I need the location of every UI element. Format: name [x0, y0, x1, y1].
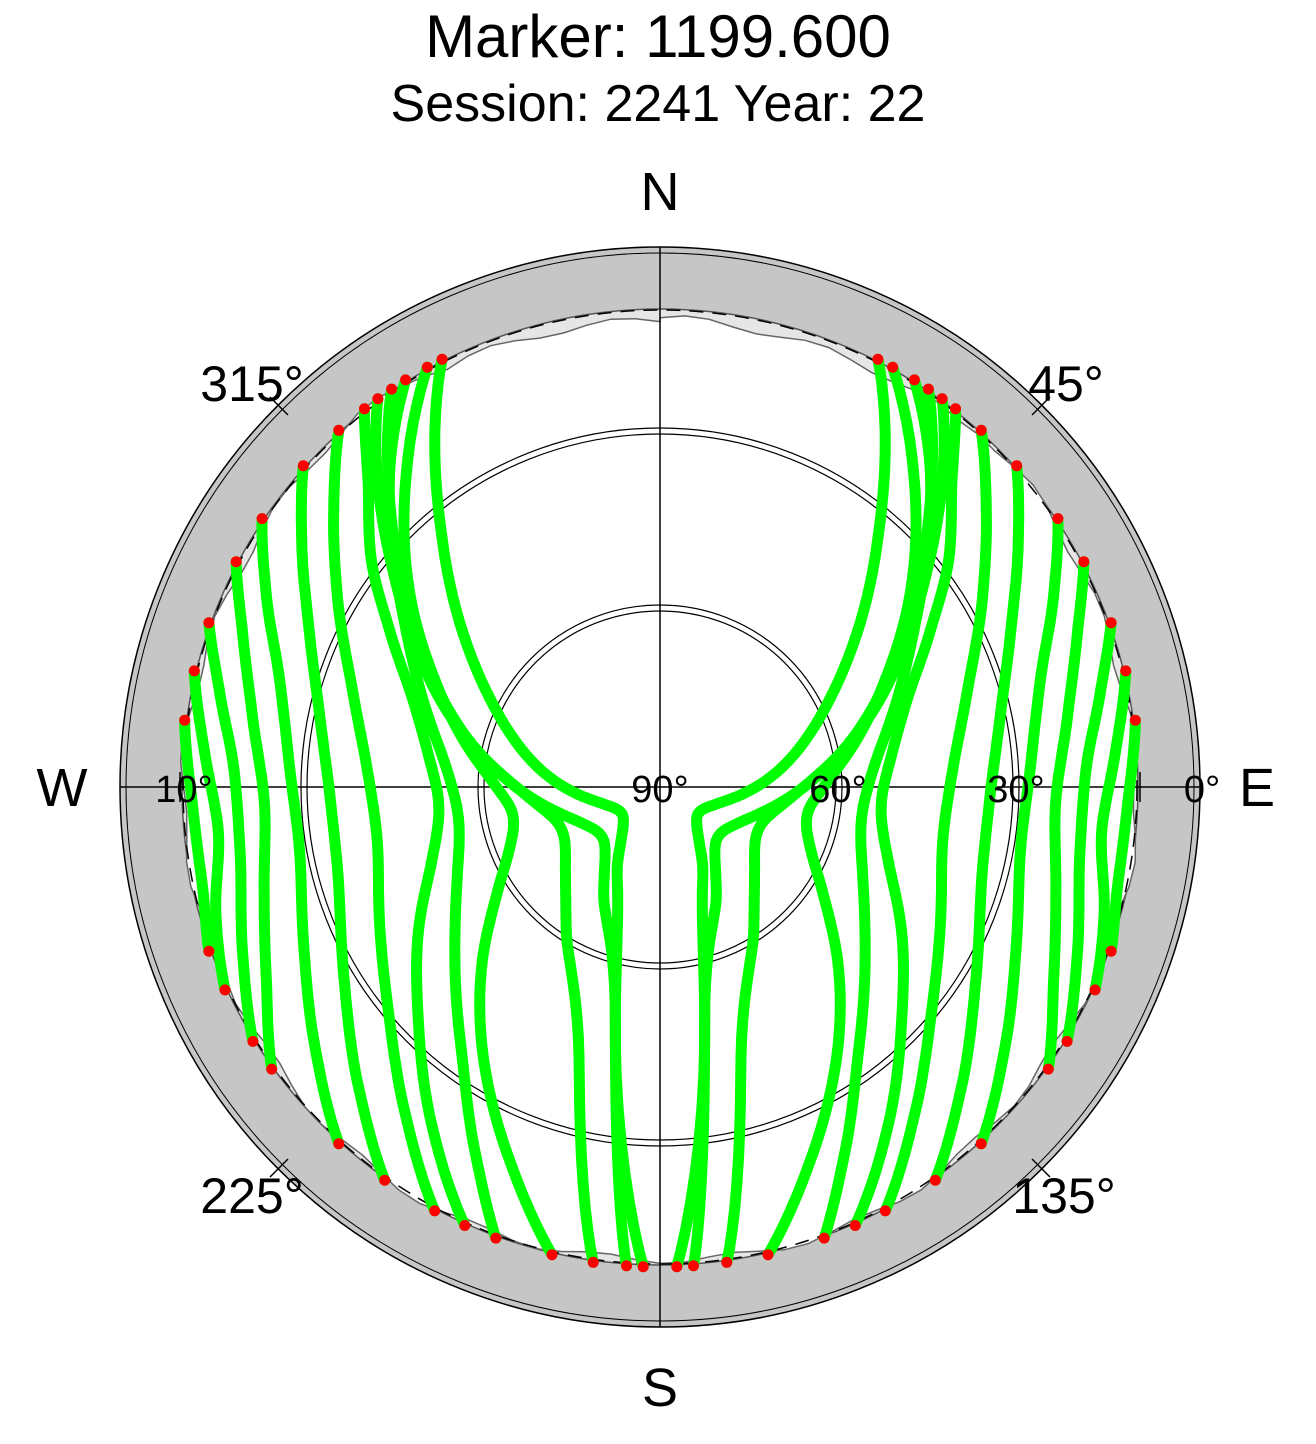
track-18-end-point [379, 1174, 391, 1186]
track-5-end-point [929, 1174, 941, 1186]
satellite-track-18 [295, 460, 391, 1186]
track-18-start-point [297, 460, 309, 472]
track-9-end-point [1089, 984, 1101, 996]
axis-lines [120, 247, 1200, 1327]
label-north: N [641, 162, 680, 222]
satellite-track-9 [1089, 665, 1132, 996]
track-13-start-point [872, 353, 884, 365]
satellite-track-4 [879, 424, 992, 1217]
track-16-end-point [459, 1220, 471, 1231]
satellite-track-21 [203, 617, 259, 1047]
satellite-track-23 [179, 714, 215, 957]
track-2-start-point [908, 374, 920, 386]
label-east: E [1239, 758, 1275, 818]
satellite-track-3 [849, 403, 962, 1231]
track-25-start-point [372, 393, 384, 405]
track-23-end-point [203, 945, 215, 957]
track-26-start-point [436, 353, 448, 365]
track-20-end-point [266, 1063, 278, 1075]
elevation-label-60: 60° [809, 769, 866, 811]
tick-45 [1031, 396, 1051, 416]
tick-135 [1031, 1158, 1051, 1178]
track-25-end-point [621, 1260, 632, 1272]
track-15-end-point [490, 1232, 502, 1244]
satellite-track-10 [1105, 714, 1141, 957]
track-23-start-point [179, 714, 191, 726]
track-9-start-point [1120, 665, 1132, 677]
track-19-start-point [256, 513, 268, 525]
azimuth-label-225: 225° [200, 1168, 303, 1224]
track-1-start-point [887, 361, 899, 373]
track-26-end-point [637, 1261, 649, 1273]
track-3-end-point [849, 1220, 861, 1231]
satellite-track-22 [188, 665, 231, 996]
track-11-end-point [721, 1256, 733, 1268]
track-21-start-point [203, 617, 215, 629]
track-21-end-point [247, 1035, 259, 1047]
track-7-start-point [1078, 556, 1090, 568]
satellite-track-5 [929, 460, 1025, 1186]
track-13-end-point [671, 1261, 683, 1273]
label-south: S [642, 1358, 678, 1418]
track-24-start-point [386, 383, 398, 395]
satellite-track-14 [398, 361, 558, 1261]
track-1-end-point [762, 1249, 774, 1261]
elevation-label-90: 90° [631, 769, 688, 811]
azimuth-label-135: 135° [1012, 1168, 1115, 1224]
track-6-end-point [975, 1138, 987, 1150]
elevation-label-10: 10° [155, 769, 212, 811]
tick-315 [269, 396, 289, 416]
elevation-label-30: 30° [987, 769, 1044, 811]
chart-subtitle: Session: 2241 Year: 22 [390, 75, 926, 133]
track-8-start-point [1105, 617, 1117, 629]
track-16-start-point [359, 403, 370, 415]
track-3-start-point [950, 403, 961, 415]
track-5-start-point [1011, 460, 1023, 472]
track-4-end-point [879, 1205, 891, 1217]
track-12-end-point [688, 1260, 699, 1272]
satellite-track-13 [671, 353, 891, 1273]
track-14-start-point [421, 361, 433, 373]
azimuth-label-315: 315° [200, 356, 303, 412]
track-4-start-point [975, 424, 987, 436]
satellite-track-6 [975, 513, 1064, 1150]
track-22-end-point [219, 984, 231, 996]
satellite-track-8 [1061, 617, 1117, 1047]
satellite-tracks [179, 353, 1141, 1273]
satellite-track-19 [256, 513, 345, 1150]
track-14-end-point [546, 1249, 558, 1261]
satellite-track-20 [230, 556, 278, 1075]
track-11-start-point [922, 383, 934, 395]
satellite-track-7 [1042, 556, 1090, 1075]
track-endpoints [179, 353, 1141, 1273]
track-15-start-point [400, 374, 412, 386]
satellite-track-17 [328, 424, 441, 1217]
track-22-start-point [188, 665, 200, 677]
track-6-start-point [1052, 513, 1064, 525]
track-7-end-point [1042, 1063, 1054, 1075]
satellite-track-16 [358, 403, 471, 1231]
tick-225 [269, 1158, 289, 1178]
chart-title: Marker: 1199.600 [425, 3, 891, 70]
track-2-end-point [818, 1232, 830, 1244]
track-19-end-point [333, 1138, 345, 1150]
satellite-track-26 [429, 353, 649, 1273]
track-8-end-point [1061, 1035, 1073, 1047]
track-20-start-point [230, 556, 242, 568]
azimuth-label-45: 45° [1028, 356, 1104, 412]
track-17-start-point [333, 424, 345, 436]
elevation-label-0: 0° [1184, 769, 1220, 811]
track-10-end-point [1105, 945, 1117, 957]
satellite-track-1 [762, 361, 922, 1261]
track-24-end-point [587, 1256, 599, 1268]
track-12-start-point [936, 393, 948, 405]
track-17-end-point [429, 1205, 441, 1217]
label-west: W [37, 758, 88, 818]
track-10-start-point [1129, 714, 1141, 726]
